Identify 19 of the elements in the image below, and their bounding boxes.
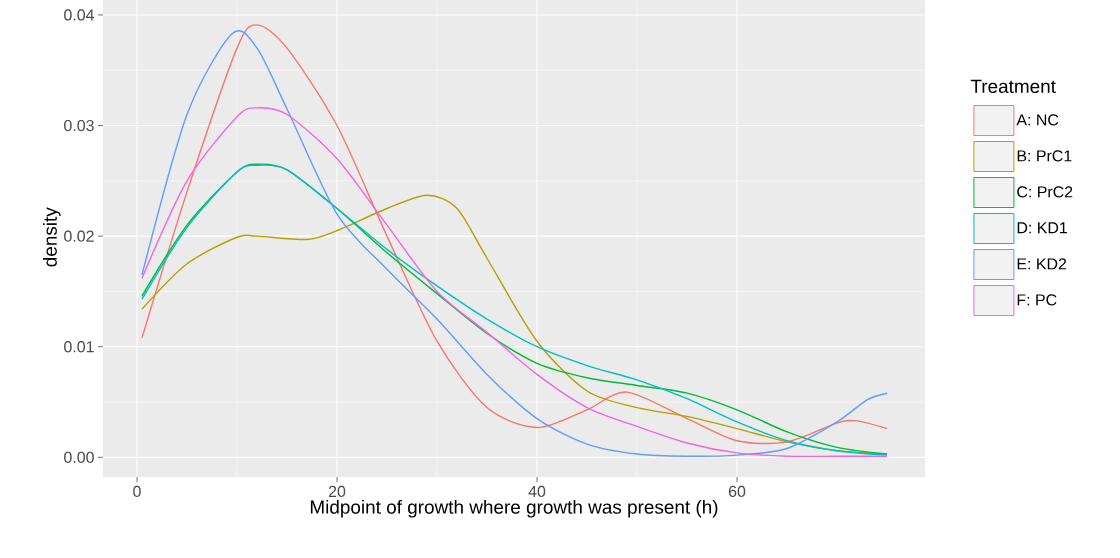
- y-tick-label: 0.00: [64, 451, 94, 463]
- x-tick-label: 60: [728, 485, 746, 498]
- legend-label: C: PrC2: [1017, 186, 1073, 198]
- x-axis-title: Midpoint of growth where growth was present (h): [310, 499, 718, 518]
- y-tick-label: 0.03: [64, 119, 94, 132]
- legend-label: A: NC: [1016, 114, 1059, 126]
- legend-label: B: PrC1: [1017, 150, 1072, 162]
- x-tick-label: 0: [133, 485, 141, 498]
- legend-title: Treatment: [970, 79, 1056, 94]
- y-axis-title: density: [42, 207, 61, 267]
- legend-label: E: KD2: [1017, 258, 1067, 270]
- line-series: [141, 107, 888, 458]
- legend-label: D: KD1: [1017, 222, 1067, 234]
- y-tick-label: 0.04: [64, 9, 95, 21]
- x-tick-label: 20: [328, 485, 346, 498]
- legend-label: F: PC: [1017, 294, 1057, 306]
- x-tick-label: 40: [528, 485, 546, 498]
- y-tick-label: 0.01: [64, 341, 94, 353]
- y-tick-label: 0.02: [64, 230, 94, 242]
